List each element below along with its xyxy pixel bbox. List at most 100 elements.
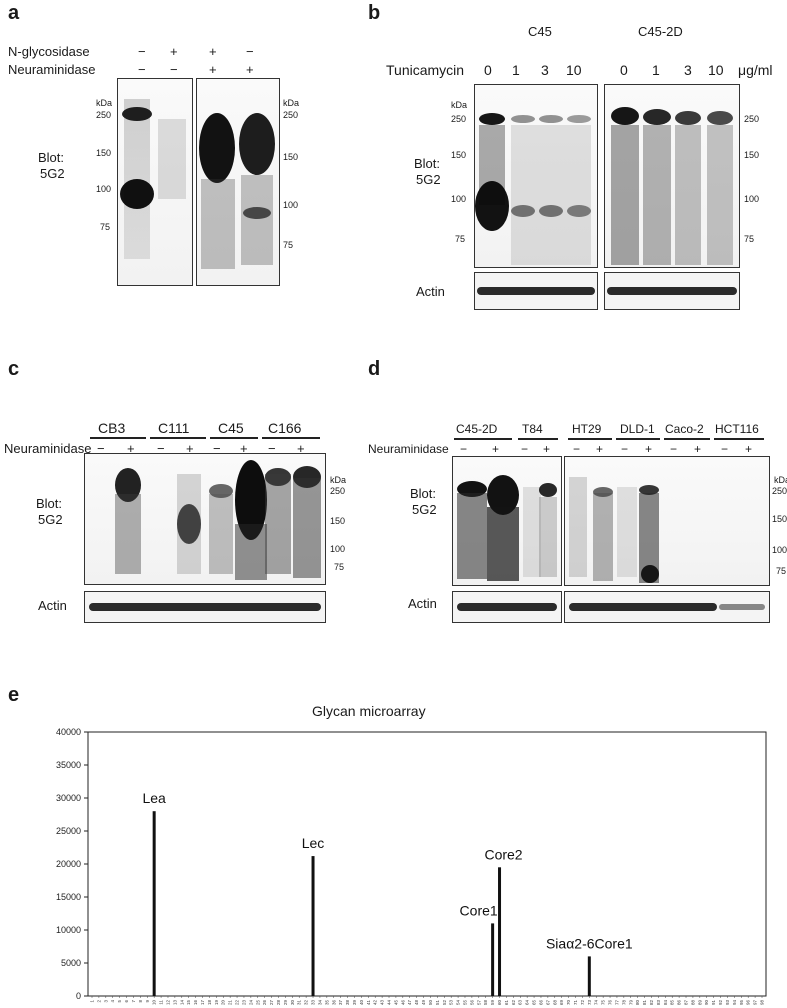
x-tick-label-98: 98 — [760, 1000, 765, 1006]
d-blot-right — [564, 456, 770, 586]
x-tick-label-18: 18 — [207, 1000, 212, 1006]
d-sign-8: + — [645, 442, 653, 456]
x-tick-label-69: 69 — [559, 1000, 564, 1006]
b-blot-antibody: 5G2 — [416, 172, 441, 187]
a-blot-right — [196, 78, 280, 286]
x-tick-label-64: 64 — [525, 1000, 530, 1006]
x-tick-label-34: 34 — [317, 1000, 322, 1006]
x-tick-label-11: 11 — [159, 1000, 164, 1005]
x-tick-label-70: 70 — [566, 1000, 571, 1006]
x-tick-label-89: 89 — [697, 1000, 702, 1006]
chart-title: Glycan microarray — [312, 703, 426, 719]
c-blot — [84, 453, 326, 585]
x-tick-label-22: 22 — [235, 1000, 240, 1006]
x-tick-label-50: 50 — [428, 1000, 433, 1006]
x-tick-label-6: 6 — [124, 1000, 129, 1003]
x-tick-label-51: 51 — [435, 1000, 440, 1006]
b-actin-c45 — [474, 272, 598, 310]
x-tick-label-30: 30 — [290, 1000, 295, 1006]
x-tick-label-17: 17 — [200, 1000, 205, 1006]
x-tick-label-37: 37 — [338, 1000, 343, 1006]
x-tick-label-31: 31 — [297, 1000, 302, 1006]
b-marker-100-right: 100 — [744, 194, 760, 204]
x-tick-label-42: 42 — [373, 1000, 378, 1006]
x-tick-label-60: 60 — [497, 1000, 502, 1006]
b-group-c45: C45 — [528, 24, 552, 39]
d-blot-left — [452, 456, 562, 586]
x-tick-label-43: 43 — [380, 1000, 385, 1006]
y-tick-label-8: 40000 — [56, 727, 81, 737]
a-marker-75-right: 75 — [283, 240, 294, 250]
bar-label-73: Siaα2-6Core1 — [546, 935, 633, 951]
x-tick-label-82: 82 — [649, 1000, 654, 1006]
d-group-hct116: HCT116 — [715, 422, 759, 436]
x-tick-label-35: 35 — [324, 1000, 329, 1006]
y-tick-label-6: 30000 — [56, 793, 81, 803]
bar-label-60: Core2 — [484, 846, 522, 862]
x-tick-label-75: 75 — [601, 1000, 606, 1006]
panel-b-letter: b — [368, 2, 381, 24]
x-tick-label-39: 39 — [352, 1000, 357, 1006]
d-sign-12: + — [745, 442, 753, 456]
d-sign-5: − — [573, 442, 581, 456]
d-sign-11: − — [721, 442, 729, 456]
c-underline-c166 — [262, 437, 320, 439]
c-underline-c45 — [210, 437, 258, 439]
b-actin-c45-2d — [604, 272, 740, 310]
x-tick-label-16: 16 — [193, 1000, 198, 1006]
a-sign-r2-1: − — [138, 62, 146, 77]
x-tick-label-27: 27 — [269, 1000, 274, 1006]
x-tick-label-15: 15 — [186, 1000, 191, 1006]
d-actin-left — [452, 591, 562, 623]
a-sign-r2-2: − — [170, 62, 178, 77]
d-underline-ht29 — [568, 438, 612, 440]
x-tick-label-79: 79 — [628, 1000, 633, 1006]
c-underline-cb3 — [90, 437, 146, 439]
d-group-c45-2d: C45-2D — [456, 422, 498, 436]
x-tick-label-71: 71 — [573, 1000, 578, 1006]
d-group-dld-1: DLD-1 — [620, 422, 655, 436]
x-tick-label-40: 40 — [359, 1000, 364, 1006]
c-blot-label: Blot: — [36, 496, 63, 511]
b-dose-7: 3 — [684, 62, 692, 78]
b-dose-4: 10 — [566, 62, 582, 78]
x-tick-label-93: 93 — [725, 1000, 730, 1006]
panel-c-letter: c — [8, 358, 20, 380]
d-marker-75: 75 — [776, 566, 787, 576]
d-marker-100: 100 — [772, 545, 787, 555]
x-tick-label-85: 85 — [670, 1000, 675, 1006]
d-sign-2: + — [492, 442, 500, 456]
x-tick-label-14: 14 — [179, 1000, 184, 1006]
y-tick-label-0: 0 — [76, 991, 81, 1001]
x-tick-label-2: 2 — [96, 1000, 101, 1003]
b-marker-250-right: 250 — [744, 114, 760, 124]
a-sign-r2-3: + — [209, 62, 217, 77]
x-tick-label-66: 66 — [538, 1000, 543, 1006]
d-sign-3: − — [521, 442, 529, 456]
b-dose-6: 1 — [652, 62, 660, 78]
c-marker-150: 150 — [330, 516, 346, 526]
b-marker-75-right: 75 — [744, 234, 755, 244]
x-tick-label-65: 65 — [532, 1000, 537, 1006]
x-tick-label-7: 7 — [131, 1000, 136, 1003]
c-blot-antibody: 5G2 — [38, 512, 63, 527]
x-tick-label-9: 9 — [145, 1000, 150, 1003]
b-blot-label: Blot: — [414, 156, 441, 171]
x-tick-label-97: 97 — [753, 1000, 758, 1006]
x-tick-label-32: 32 — [304, 1000, 309, 1006]
d-marker-250: 250 — [772, 486, 787, 496]
x-tick-label-59: 59 — [490, 1000, 495, 1006]
x-tick-label-36: 36 — [331, 1000, 336, 1006]
a-marker-100-right: 100 — [283, 200, 299, 210]
c-sign-2: + — [127, 441, 135, 456]
x-tick-label-48: 48 — [414, 1000, 419, 1006]
x-tick-label-4: 4 — [110, 1000, 115, 1003]
x-tick-label-1: 1 — [90, 1000, 95, 1003]
x-tick-label-49: 49 — [421, 1000, 426, 1006]
b-blot-c45 — [474, 84, 598, 268]
d-group-ht29: HT29 — [572, 422, 602, 436]
bar-73 — [587, 956, 591, 996]
c-sign-4: + — [186, 441, 194, 456]
b-dose-5: 0 — [620, 62, 628, 78]
glycan-microarray-chart: 0 5000 10000 15000 20000 25000 30000 35000 40000… — [56, 727, 767, 1006]
